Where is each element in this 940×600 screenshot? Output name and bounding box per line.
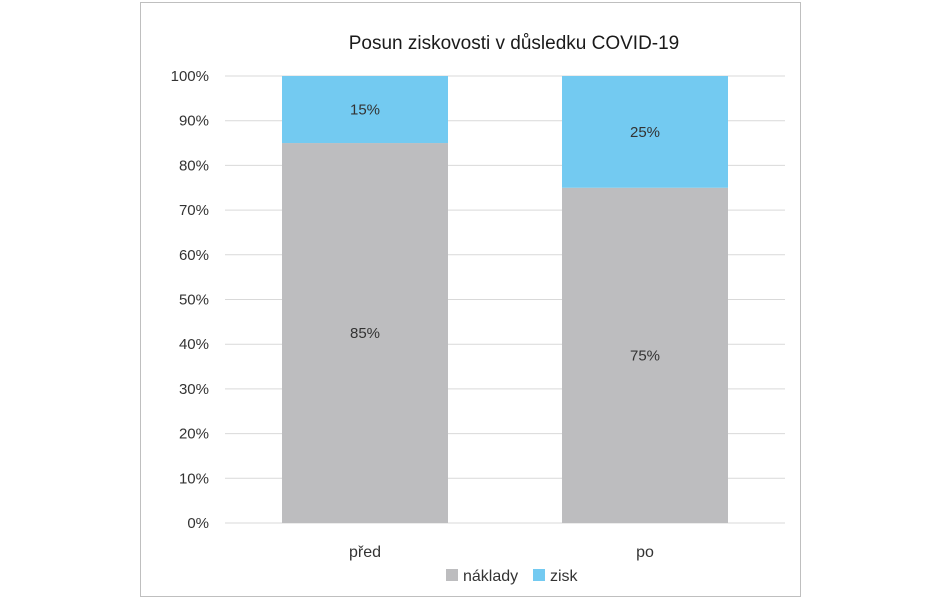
chart-title: Posun ziskovosti v důsledku COVID-19: [349, 33, 680, 54]
legend-label-zisk: zisk: [550, 568, 579, 585]
x-axis-category-labels: před po: [349, 544, 654, 561]
y-tick-label-3: 30%: [179, 381, 209, 398]
data-label-náklady-po: 75%: [630, 347, 660, 364]
data-labels: 85% 15% 75% 25%: [350, 102, 660, 365]
data-label-zisk-po: 25%: [630, 124, 660, 141]
x-category-label-1: po: [636, 544, 654, 561]
bars: [282, 76, 728, 524]
y-axis-tick-labels: 0% 10% 20% 30% 40% 50% 60% 70% 80% 90% 100%: [171, 68, 209, 532]
chart-frame: Posun ziskovosti v důsledku COVID-19 0% 1…: [140, 2, 801, 597]
bar-náklady-před: [282, 143, 448, 524]
legend-swatch-zisk: [533, 569, 545, 581]
stacked-bar-chart: Posun ziskovosti v důsledku COVID-19 0% 1…: [171, 33, 785, 585]
y-tick-label-0: 0%: [187, 515, 209, 532]
y-tick-label-5: 50%: [179, 292, 209, 309]
data-label-náklady-před: 85%: [350, 325, 380, 342]
y-tick-label-10: 100%: [171, 68, 209, 85]
bar-zisk-před: [282, 76, 448, 144]
y-tick-label-4: 40%: [179, 336, 209, 353]
y-tick-label-8: 80%: [179, 157, 209, 174]
y-tick-label-1: 10%: [179, 470, 209, 487]
legend-swatch-náklady: [446, 569, 458, 581]
x-category-label-0: před: [349, 544, 381, 561]
legend-label-náklady: náklady: [463, 568, 518, 585]
y-tick-label-2: 20%: [179, 426, 209, 443]
legend: náklady zisk: [446, 568, 579, 585]
y-tick-label-9: 90%: [179, 113, 209, 130]
y-tick-label-7: 70%: [179, 202, 209, 219]
bar-zisk-po: [562, 76, 728, 188]
y-tick-label-6: 60%: [179, 247, 209, 264]
data-label-zisk-před: 15%: [350, 102, 380, 119]
bar-náklady-po: [562, 187, 728, 523]
